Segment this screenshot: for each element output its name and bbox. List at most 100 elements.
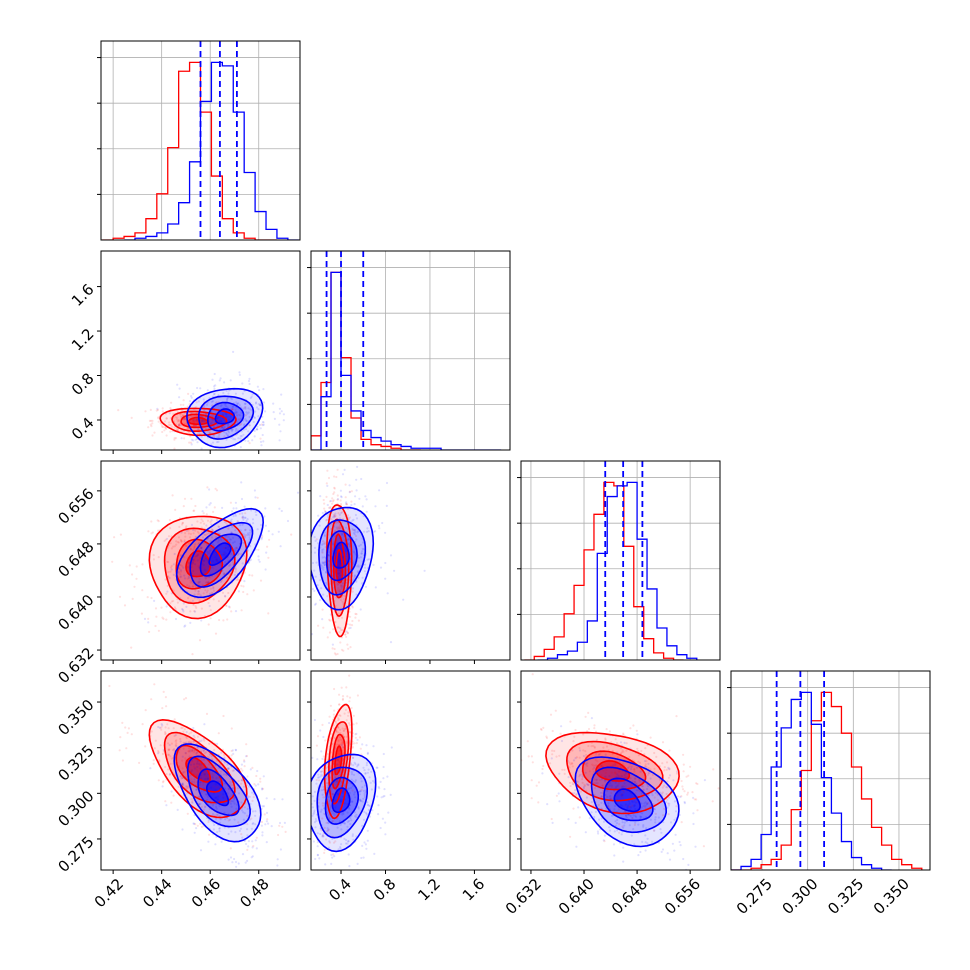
scatter-point-series-a: [178, 567, 181, 571]
scatter-point-series-b: [673, 818, 676, 822]
scatter-point-series-a: [336, 589, 340, 592]
scatter-point-series-b: [333, 813, 336, 816]
scatter-point-series-a: [542, 764, 545, 768]
scatter-point-series-b: [351, 527, 354, 531]
scatter-point-series-b: [259, 404, 262, 407]
scatter-point-series-a: [267, 556, 270, 559]
scatter-point-series-a: [211, 420, 214, 423]
scatter-point-series-b: [256, 769, 259, 773]
scatter-point-series-b: [261, 424, 264, 427]
scatter-point-series-b: [679, 795, 682, 799]
scatter-point-series-b: [208, 503, 211, 506]
scatter-point-series-a: [156, 519, 159, 522]
scatter-point-series-a: [323, 542, 326, 546]
scatter-point-series-a: [696, 782, 699, 786]
scatter-point-series-a: [192, 561, 195, 564]
scatter-point-series-b: [353, 575, 357, 578]
scatter-point-series-b: [203, 773, 206, 776]
scatter-point-series-b: [227, 418, 230, 421]
scatter-point-series-b: [229, 782, 232, 785]
scatter-point-series-b: [254, 510, 257, 514]
scatter-point-series-a: [341, 739, 344, 742]
scatter-point-series-b: [314, 818, 317, 821]
scatter-point-series-a: [198, 592, 201, 596]
scatter-point-series-a: [584, 715, 587, 718]
scatter-point-series-b: [253, 429, 256, 432]
scatter-point-series-b: [206, 798, 209, 801]
scatter-point-series-a: [183, 698, 186, 701]
scatter-point-series-b: [311, 814, 314, 817]
scatter-point-series-a: [163, 420, 167, 423]
scatter-point-series-a: [217, 600, 220, 603]
scatter-point-series-a: [561, 768, 564, 771]
scatter-point-series-b: [257, 403, 260, 406]
scatter-point-series-a: [563, 772, 566, 776]
scatter-point-series-a: [157, 779, 160, 782]
scatter-point-series-b: [251, 439, 254, 442]
scatter-point-series-b: [209, 539, 212, 542]
scatter-point-series-b: [232, 438, 235, 441]
scatter-point-series-a: [344, 483, 347, 486]
scatter-point-series-a: [531, 761, 534, 764]
scatter-point-series-a: [172, 727, 175, 730]
scatter-point-series-a: [183, 422, 186, 425]
scatter-point-series-b: [363, 792, 366, 795]
scatter-point-series-b: [311, 806, 314, 809]
scatter-point-series-b: [260, 824, 263, 827]
scatter-point-series-b: [261, 433, 264, 437]
scatter-point-series-a: [222, 714, 225, 718]
gap-v: [930, 0, 970, 970]
scatter-point-series-b: [225, 413, 228, 416]
scatter-point-series-b: [245, 419, 248, 422]
scatter-point-series-b: [193, 767, 196, 770]
scatter-point-series-a: [190, 778, 193, 781]
scatter-point-series-a: [225, 522, 228, 525]
scatter-point-series-a: [224, 595, 227, 598]
scatter-point-series-a: [195, 555, 198, 558]
scatter-point-series-a: [604, 771, 607, 774]
scatter-point-series-a: [570, 762, 573, 765]
scatter-point-series-b: [218, 830, 221, 833]
scatter-point-series-b: [246, 412, 249, 415]
scatter-point-series-b: [202, 563, 205, 567]
scatter-point-series-a: [331, 497, 334, 500]
scatter-point-series-b: [256, 428, 259, 431]
scatter-point-series-b: [316, 758, 319, 761]
scatter-point-series-b: [185, 529, 188, 532]
scatter-point-series-a: [185, 736, 188, 740]
scatter-point-series-a: [654, 812, 657, 815]
scatter-point-series-b: [234, 567, 237, 570]
scatter-point-series-a: [151, 419, 154, 422]
scatter-point-series-a: [149, 408, 152, 411]
scatter-point-series-b: [216, 798, 219, 801]
scatter-point-series-a: [661, 786, 664, 789]
scatter-point-series-a: [680, 795, 683, 798]
scatter-point-series-b: [619, 803, 623, 807]
scatter-point-series-b: [313, 790, 317, 794]
scatter-point-series-a: [636, 747, 639, 750]
scatter-point-series-a: [582, 749, 585, 752]
scatter-point-series-b: [197, 590, 200, 593]
scatter-point-series-b: [355, 732, 358, 735]
scatter-point-series-b: [364, 843, 367, 846]
scatter-point-series-b: [641, 840, 644, 844]
scatter-point-series-a: [337, 545, 340, 549]
scatter-point-series-a: [585, 753, 588, 757]
scatter-point-series-b: [231, 428, 234, 431]
scatter-point-series-b: [340, 586, 343, 589]
scatter-point-series-a: [244, 528, 247, 531]
scatter-point-series-a: [202, 512, 205, 515]
scatter-point-series-b: [262, 440, 265, 443]
scatter-point-series-b: [233, 573, 236, 577]
scatter-point-series-a: [183, 497, 187, 500]
scatter-point-series-b: [250, 509, 253, 512]
scatter-point-series-a: [625, 742, 628, 745]
scatter-point-series-a: [111, 560, 114, 563]
scatter-point-series-a: [167, 748, 170, 752]
scatter-point-series-a: [336, 719, 339, 722]
scatter-point-series-a: [340, 628, 343, 632]
scatter-point-series-a: [150, 419, 153, 422]
scatter-point-series-b: [382, 765, 385, 769]
scatter-point-series-a: [174, 740, 177, 743]
scatter-point-series-a: [329, 766, 332, 770]
